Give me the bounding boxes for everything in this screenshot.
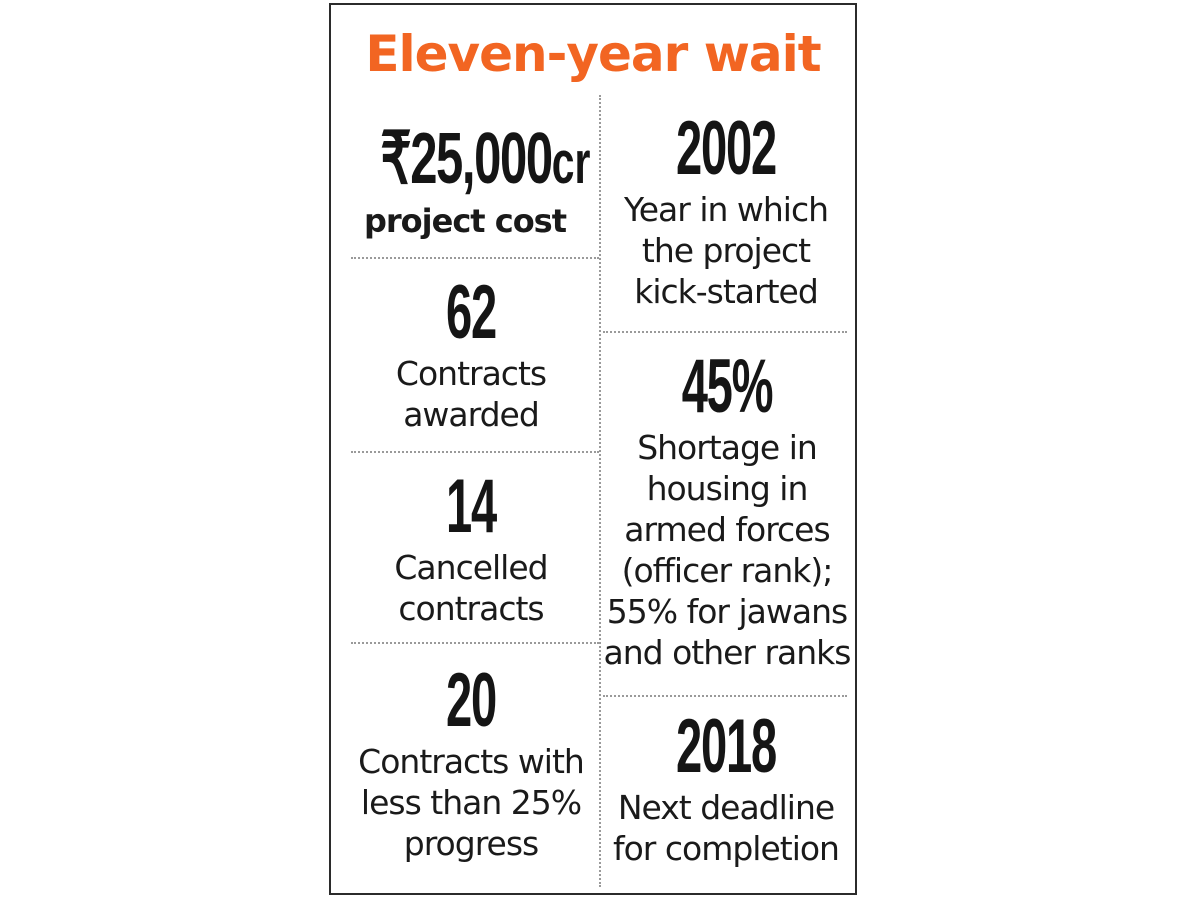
row-divider <box>351 642 599 644</box>
stat-low-progress-contracts: 20 Contracts with less than 25% progress <box>351 661 591 864</box>
row-divider <box>603 695 847 697</box>
stat-value: 2002 <box>676 106 777 191</box>
column-divider <box>599 95 601 887</box>
stat-label: Shortage in housing in armed forces (off… <box>603 428 852 672</box>
row-divider <box>603 331 847 333</box>
row-divider <box>351 257 599 259</box>
stat-value-unit: cr <box>551 129 591 196</box>
stat-label: Contracts awarded <box>395 354 547 434</box>
stat-contracts-awarded: 62 Contracts awarded <box>371 273 571 435</box>
stat-label: Year in which the project kick-started <box>623 190 829 311</box>
stat-value: 45% <box>681 344 774 429</box>
stat-label: Next deadline for completion <box>613 788 840 868</box>
stat-cancelled-contracts: 14 Cancelled contracts <box>371 467 571 629</box>
stat-value: ₹25,000 cr <box>380 123 590 199</box>
infographic-panel: Eleven-year wait ₹25,000 cr project cost … <box>329 3 857 895</box>
infographic-title: Eleven-year wait <box>365 25 821 83</box>
stat-project-cost: ₹25,000 cr project cost <box>331 123 599 242</box>
stat-label: Cancelled contracts <box>394 548 548 628</box>
stat-value: 20 <box>446 658 497 743</box>
stat-value: 14 <box>446 464 497 549</box>
stat-label: Contracts with less than 25% progress <box>358 742 585 863</box>
stat-value-number: ₹25,000 <box>380 119 553 199</box>
stat-label: project cost <box>363 202 567 240</box>
stat-start-year: 2002 Year in which the project kick-star… <box>613 109 839 312</box>
stat-next-deadline: 2018 Next deadline for completion <box>613 704 840 869</box>
row-divider <box>351 451 599 453</box>
stat-value: 2018 <box>676 704 777 789</box>
stat-value: 62 <box>446 270 497 355</box>
stat-housing-shortage: 45% Shortage in housing in armed forces … <box>603 344 852 673</box>
